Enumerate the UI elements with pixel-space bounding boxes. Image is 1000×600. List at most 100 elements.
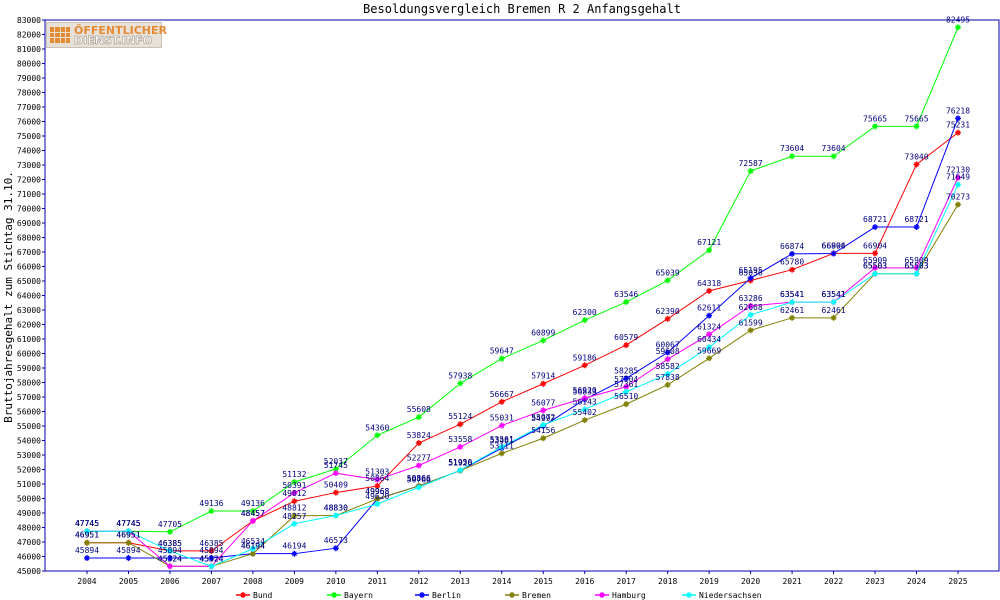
data-point-bayern	[664, 277, 671, 284]
data-point-niedersachsen	[84, 528, 90, 535]
x-tick-label: 2024	[907, 577, 926, 586]
data-label-bayern: 82495	[946, 15, 970, 24]
y-tick-label: 68000	[17, 234, 41, 243]
data-point-bund	[457, 421, 464, 428]
data-label-hamburg: 52277	[407, 453, 431, 462]
y-axis-label: Bruttojahresgehalt zum Stichtag 31.10.	[2, 171, 15, 423]
data-label-niedersachsen: 55072	[531, 413, 555, 422]
data-point-bayern	[415, 414, 422, 421]
data-point-bremen	[84, 539, 90, 546]
data-point-berlin	[332, 545, 339, 552]
data-point-niedersachsen	[913, 270, 920, 277]
x-tick-label: 2015	[534, 577, 553, 586]
data-label-niedersachsen: 56143	[573, 397, 597, 406]
data-point-bremen	[830, 314, 837, 321]
legend-label-niedersachsen[interactable]: Niedersachsen	[699, 591, 762, 600]
data-point-bayern	[913, 123, 920, 130]
legend-label-bund[interactable]: Bund	[253, 591, 272, 600]
data-label-hamburg: 57704	[614, 375, 638, 384]
data-point-bremen	[498, 450, 505, 457]
y-tick-label: 59000	[17, 364, 41, 373]
data-label-bremen: 61599	[739, 318, 763, 327]
data-label-berlin: 45894	[116, 546, 140, 555]
data-point-bund	[789, 266, 796, 273]
data-point-bremen	[125, 539, 132, 546]
data-label-hamburg: 63541	[822, 290, 846, 299]
data-label-bremen: 45324	[199, 554, 223, 563]
data-point-berlin	[166, 555, 173, 562]
legend-marker-bund	[240, 592, 246, 598]
data-label-bund: 55124	[448, 412, 472, 421]
data-label-bremen: 46194	[241, 542, 265, 551]
data-label-bund: 75231	[946, 121, 970, 130]
data-point-niedersachsen	[249, 545, 256, 552]
data-label-bremen: 49968	[365, 487, 389, 496]
data-label-bayern: 52037	[324, 457, 348, 466]
data-label-bayern: 75665	[863, 114, 887, 123]
data-label-bund: 56667	[490, 390, 514, 399]
data-point-hamburg	[955, 174, 961, 181]
legend-label-hamburg[interactable]: Hamburg	[612, 591, 646, 600]
data-label-hamburg: 55031	[490, 414, 514, 423]
data-label-niedersachsen: 53561	[490, 435, 514, 444]
data-label-bremen: 54156	[531, 426, 555, 435]
data-point-bayern	[540, 337, 547, 344]
legend[interactable]: Bund Bayern Berlin Bremen Hamburg Niedersachs…	[236, 591, 762, 600]
data-point-hamburg	[913, 264, 920, 271]
data-label-bremen: 59669	[697, 346, 721, 355]
data-label-bremen: 48830	[324, 503, 348, 512]
y-tick-label: 75000	[17, 132, 41, 141]
data-point-bremen	[789, 314, 796, 321]
data-label-niedersachsen: 48257	[282, 512, 306, 521]
data-point-bund	[664, 315, 671, 322]
legend-marker-berlin	[419, 592, 425, 598]
data-point-hamburg	[623, 383, 630, 390]
data-point-bayern	[208, 508, 215, 515]
data-point-bayern	[581, 317, 588, 324]
y-tick-label: 69000	[17, 219, 41, 228]
data-point-berlin	[208, 555, 215, 562]
x-tick-label: 2010	[326, 577, 345, 586]
data-point-bund	[498, 398, 505, 405]
y-tick-label: 53000	[17, 451, 41, 460]
data-label-hamburg: 53558	[448, 435, 472, 444]
data-point-bremen	[623, 401, 630, 408]
data-label-bund: 49812	[282, 489, 306, 498]
data-label-niedersachsen: 51950	[448, 458, 472, 467]
data-label-bayern: 63546	[614, 290, 638, 299]
data-point-bayern	[498, 355, 505, 362]
data-label-bremen: 46951	[116, 531, 140, 540]
data-label-bayern: 72587	[739, 159, 763, 168]
data-label-bremen: 65503	[863, 262, 887, 271]
data-label-bremen: 65503	[904, 262, 928, 271]
x-tick-label: 2021	[782, 577, 801, 586]
data-label-hamburg: 65909	[904, 256, 928, 265]
y-tick-label: 81000	[17, 45, 41, 54]
data-label-bremen: 62461	[822, 306, 846, 315]
data-label-niedersachsen: 57361	[614, 380, 638, 389]
data-label-bremen: 48812	[282, 504, 306, 513]
legend-label-bayern[interactable]: Bayern	[344, 591, 373, 600]
legend-label-bremen[interactable]: Bremen	[522, 591, 551, 600]
data-label-hamburg: 47745	[75, 519, 99, 528]
chart-title: Besoldungsvergleich Bremen R 2 Anfangsge…	[363, 2, 681, 16]
data-point-bayern	[374, 432, 381, 439]
x-tick-label: 2005	[119, 577, 138, 586]
data-label-bund: 66904	[863, 241, 887, 250]
y-tick-label: 50000	[17, 495, 41, 504]
legend-label-berlin[interactable]: Berlin	[432, 591, 461, 600]
data-label-berlin: 66896	[822, 242, 846, 251]
data-point-bund	[374, 482, 381, 489]
data-label-bund: 48457	[241, 509, 265, 518]
data-label-niedersachsen: 65503	[904, 262, 928, 271]
data-label-niedersachsen: 71649	[946, 173, 970, 182]
series-line-berlin	[87, 118, 959, 559]
data-label-berlin: 58285	[614, 366, 638, 375]
data-point-bund	[706, 287, 713, 294]
data-label-bund: 73040	[904, 152, 928, 161]
data-label-bremen: 56510	[614, 392, 638, 401]
y-tick-label: 62000	[17, 321, 41, 330]
data-label-bayern: 67121	[697, 238, 721, 247]
logo-grid-icon	[50, 27, 70, 43]
y-tick-label: 80000	[17, 60, 41, 69]
